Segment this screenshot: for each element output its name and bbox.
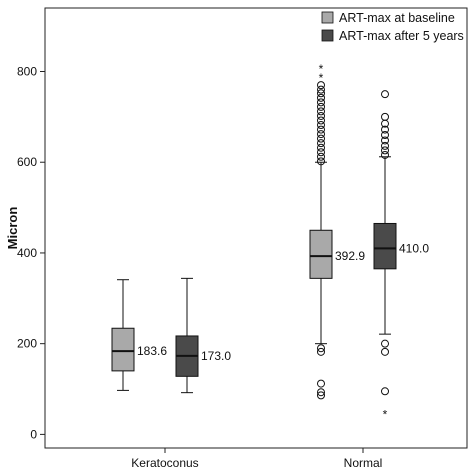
extreme-point: * <box>383 408 388 422</box>
outlier-point <box>317 130 325 139</box>
x-tick-label: Normal <box>344 456 383 470</box>
outlier-point <box>317 134 325 143</box>
outlier-point <box>381 131 389 140</box>
y-tick-label: 600 <box>17 155 37 169</box>
outlier-point <box>317 111 325 120</box>
outlier-point <box>381 90 389 99</box>
outlier-point <box>317 152 325 161</box>
outlier-point <box>317 81 325 90</box>
box-normal: 410.0 * <box>373 90 429 422</box>
outlier-point <box>317 391 325 400</box>
legend-label: ART-max at baseline <box>339 11 455 25</box>
box-keratoconus: 173.0 <box>175 277 231 394</box>
legend: ART-max at baseline ART-max after 5 years <box>321 11 464 43</box>
y-axis: 0 200 400 600 800 <box>17 65 45 441</box>
box-iqr <box>373 222 397 270</box>
outlier-point <box>317 98 325 107</box>
outlier-point <box>381 339 389 348</box>
x-axis: Keratoconus Normal <box>131 448 382 470</box>
extreme-point: * <box>319 62 324 76</box>
box-normal: 392.9 ** <box>309 62 365 400</box>
median-label: 392.9 <box>335 249 365 263</box>
y-tick-label: 0 <box>30 427 37 441</box>
outlier-point <box>317 344 325 353</box>
median-label: 183.6 <box>137 344 167 358</box>
extreme-point: * <box>319 71 324 85</box>
outlier-point <box>317 85 325 94</box>
outlier-point <box>317 125 325 134</box>
outlier-point <box>317 139 325 148</box>
outlier-point <box>317 116 325 125</box>
y-axis-label: Micron <box>5 207 20 250</box>
outlier-point <box>381 136 389 145</box>
outlier-point <box>317 347 325 356</box>
outlier-point <box>317 93 325 102</box>
median-label: 410.0 <box>399 241 429 255</box>
outlier-point <box>317 388 325 397</box>
outlier-point <box>317 157 325 166</box>
outlier-point <box>317 143 325 152</box>
outlier-point <box>317 102 325 111</box>
outlier-point <box>381 347 389 356</box>
y-tick-label: 800 <box>17 65 37 79</box>
outlier-point <box>317 121 325 130</box>
outlier-point <box>381 150 389 159</box>
x-tick-label: Keratoconus <box>131 456 198 470</box>
legend-label: ART-max after 5 years <box>339 29 464 43</box>
outlier-point <box>317 148 325 157</box>
outlier-point <box>381 146 389 155</box>
box-keratoconus: 183.6 <box>111 279 167 391</box>
plot-frame <box>44 7 468 449</box>
outlier-point <box>381 112 389 121</box>
outlier-point <box>381 125 389 134</box>
median-label: 173.0 <box>201 349 231 363</box>
outlier-point <box>381 141 389 150</box>
outlier-point <box>317 107 325 116</box>
outlier-point <box>317 379 325 388</box>
outlier-point <box>381 387 389 396</box>
legend-swatch <box>321 11 334 24</box>
box-iqr <box>309 229 333 279</box>
y-tick-label: 200 <box>17 337 37 351</box>
y-tick-label: 400 <box>17 246 37 260</box>
box-iqr <box>111 327 135 372</box>
outlier-point <box>317 89 325 98</box>
legend-swatch <box>321 29 334 42</box>
